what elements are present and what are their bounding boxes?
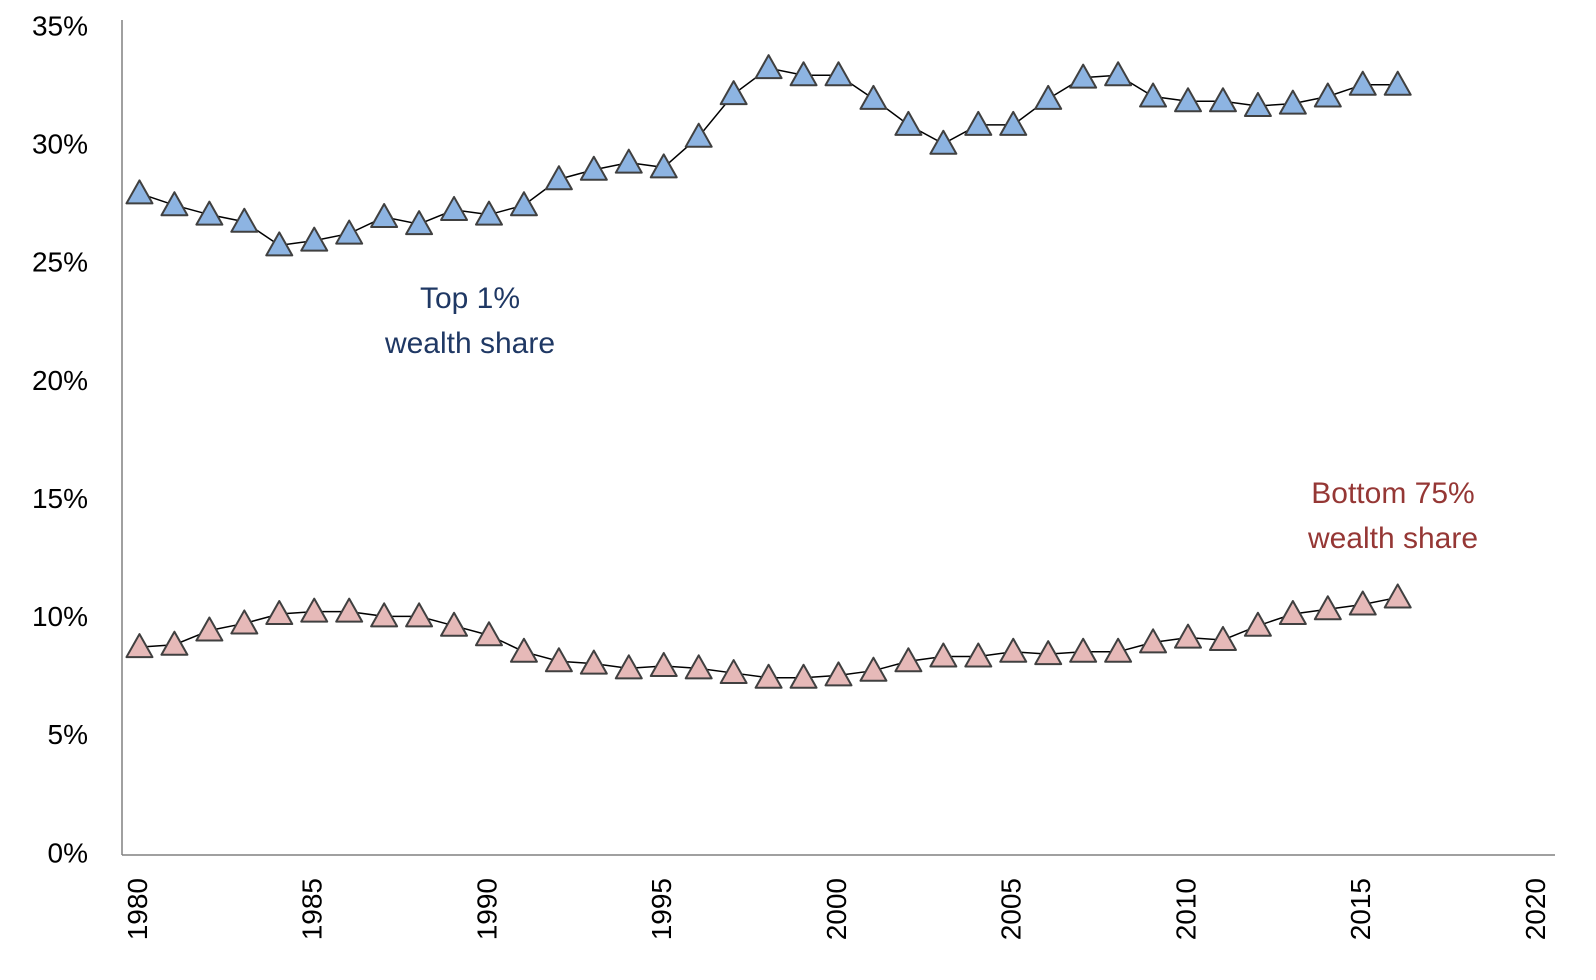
marker <box>1348 70 1377 96</box>
marker <box>1313 595 1342 621</box>
y-tick-label: 25% <box>32 247 88 278</box>
marker <box>999 637 1028 663</box>
marker <box>544 165 573 191</box>
marker <box>999 110 1028 136</box>
annotation: wealth share <box>1307 522 1478 555</box>
marker <box>335 597 364 623</box>
x-tick-label: 1995 <box>646 878 677 940</box>
marker <box>964 110 993 136</box>
marker <box>754 663 783 689</box>
marker <box>614 654 643 680</box>
marker <box>1174 87 1203 113</box>
marker <box>300 597 329 623</box>
y-tick-label: 20% <box>32 365 88 396</box>
x-tick-label: 2010 <box>1170 878 1201 940</box>
x-tick-label: 2015 <box>1345 878 1376 940</box>
marker <box>929 642 958 668</box>
marker <box>195 200 224 226</box>
marker <box>1034 640 1063 666</box>
marker <box>1104 61 1133 87</box>
marker <box>230 207 259 233</box>
marker <box>125 633 154 659</box>
marker <box>440 611 469 637</box>
y-tick-label: 15% <box>32 483 88 514</box>
marker <box>1208 87 1237 113</box>
marker <box>754 54 783 80</box>
x-tick-label: 2020 <box>1520 878 1551 940</box>
marker <box>579 649 608 675</box>
marker <box>440 195 469 221</box>
marker <box>1243 611 1272 637</box>
y-tick-label: 35% <box>32 10 88 41</box>
marker <box>370 203 399 229</box>
marker <box>230 609 259 635</box>
marker <box>824 661 853 687</box>
marker <box>649 153 678 179</box>
y-tick-label: 5% <box>48 719 88 750</box>
marker <box>894 647 923 673</box>
marker <box>544 647 573 673</box>
marker <box>160 630 189 656</box>
marker <box>894 110 923 136</box>
x-tick-label: 1985 <box>297 878 328 940</box>
marker <box>789 61 818 87</box>
marker <box>719 80 748 106</box>
x-tick-label: 1990 <box>471 878 502 940</box>
marker <box>160 191 189 217</box>
marker <box>859 656 888 682</box>
marker <box>719 659 748 685</box>
marker <box>1278 89 1307 115</box>
marker <box>1069 63 1098 89</box>
marker <box>684 122 713 148</box>
marker <box>474 621 503 647</box>
marker <box>195 616 224 642</box>
marker <box>579 155 608 181</box>
marker <box>684 654 713 680</box>
marker <box>335 219 364 245</box>
marker <box>1069 637 1098 663</box>
marker <box>265 599 294 625</box>
marker <box>1383 583 1412 609</box>
x-tick-label: 2000 <box>821 878 852 940</box>
marker <box>125 179 154 205</box>
series-line <box>139 67 1398 247</box>
marker <box>789 663 818 689</box>
y-tick-label: 10% <box>32 601 88 632</box>
marker <box>1348 590 1377 616</box>
marker <box>300 226 329 252</box>
marker <box>824 61 853 87</box>
marker <box>649 651 678 677</box>
marker <box>1383 70 1412 96</box>
marker <box>370 602 399 628</box>
marker <box>1034 84 1063 110</box>
marker <box>509 637 538 663</box>
marker <box>929 129 958 155</box>
marker <box>1174 623 1203 649</box>
annotation: Bottom 75% <box>1311 477 1474 510</box>
marker <box>614 148 643 174</box>
marker <box>1139 82 1168 108</box>
marker <box>859 84 888 110</box>
y-tick-label: 0% <box>48 837 88 868</box>
marker <box>1104 637 1133 663</box>
marker <box>1243 91 1272 117</box>
marker <box>509 191 538 217</box>
marker <box>1139 628 1168 654</box>
annotation: Top 1% <box>420 282 520 315</box>
marker <box>1278 599 1307 625</box>
marker <box>405 210 434 236</box>
y-tick-label: 30% <box>32 129 88 160</box>
marker <box>1313 82 1342 108</box>
marker <box>405 602 434 628</box>
annotation: wealth share <box>384 327 555 360</box>
marker <box>1208 625 1237 651</box>
marker <box>964 642 993 668</box>
marker <box>474 200 503 226</box>
marker <box>265 231 294 257</box>
x-tick-label: 2005 <box>996 878 1027 940</box>
x-tick-label: 1980 <box>122 878 153 940</box>
